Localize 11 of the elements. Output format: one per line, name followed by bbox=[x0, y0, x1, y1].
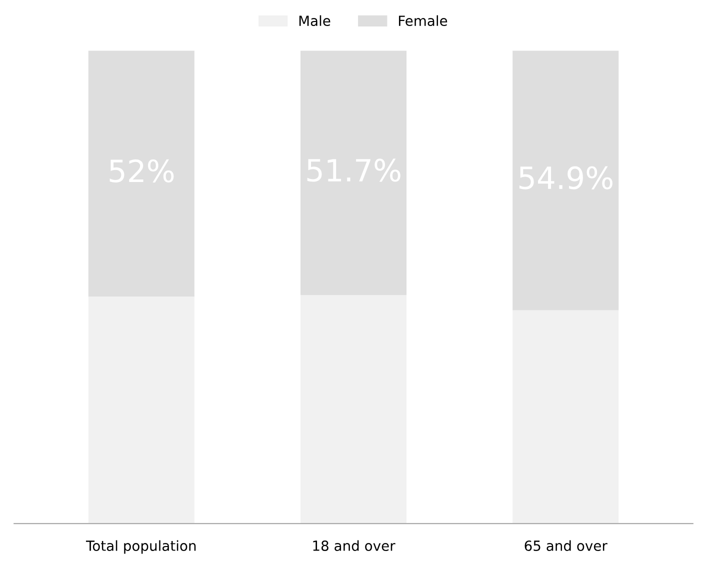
bar bbox=[512, 50, 619, 310]
bar bbox=[300, 50, 407, 296]
legend-label: Female bbox=[398, 15, 448, 26]
x-tick-label: Total population bbox=[86, 540, 196, 554]
bar bbox=[300, 295, 407, 524]
bar bbox=[88, 50, 194, 297]
x-tick-label: 18 and over bbox=[313, 540, 396, 552]
x-tick-label: 65 and over bbox=[524, 540, 608, 552]
bar bbox=[88, 296, 194, 524]
bar bbox=[512, 310, 619, 524]
legend-label: Male bbox=[299, 15, 330, 26]
